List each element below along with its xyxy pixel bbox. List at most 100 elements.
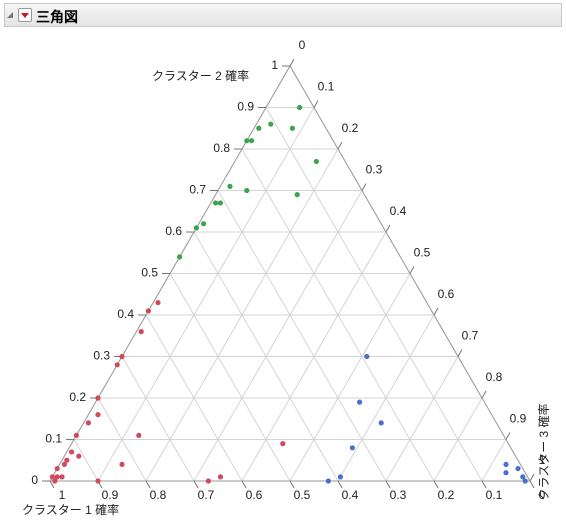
tick-mark <box>313 100 319 108</box>
tick-mark <box>241 480 247 489</box>
data-point <box>49 474 56 480</box>
data-point <box>522 478 528 484</box>
tick-mark <box>289 58 295 67</box>
red-triangle-menu[interactable] <box>18 8 32 22</box>
axis-title: クラスター 1 確率 <box>22 502 119 517</box>
tick-label: 0.3 <box>366 163 383 177</box>
grid-line <box>193 190 363 482</box>
tick-label: 0.5 <box>294 488 311 502</box>
tick-label: 0.9 <box>102 488 119 502</box>
data-point <box>61 461 67 467</box>
data-point <box>244 138 250 144</box>
data-point <box>280 441 286 447</box>
tick-label: 0.1 <box>486 488 503 502</box>
data-point <box>378 420 384 426</box>
data-point <box>289 125 295 131</box>
tick-label: 0.9 <box>510 412 527 426</box>
data-point <box>349 445 355 451</box>
tick-label: 0.1 <box>45 432 62 446</box>
tick-mark <box>409 266 415 274</box>
tick-mark <box>529 473 535 482</box>
grid-line <box>481 439 507 482</box>
axis-title: クラスター 2 確率 <box>152 68 249 83</box>
grid-line <box>289 273 411 482</box>
tick-mark <box>457 349 463 357</box>
grid-line <box>217 190 387 482</box>
tick-mark <box>433 307 439 316</box>
tick-label: 0.4 <box>117 307 134 321</box>
tick-label: 0.6 <box>165 224 182 238</box>
tick-label: 0.2 <box>438 488 455 502</box>
data-point <box>217 474 223 480</box>
tick-label: 0.5 <box>141 266 158 280</box>
tick-mark <box>385 224 391 233</box>
data-point <box>357 399 363 405</box>
data-point <box>155 299 161 306</box>
data-point <box>95 395 101 401</box>
tick-mark <box>361 183 367 191</box>
data-point <box>201 221 207 227</box>
data-point <box>95 412 101 418</box>
data-point <box>54 474 60 480</box>
data-point <box>85 420 91 426</box>
tick-label: 0.2 <box>342 121 359 135</box>
tick-label: 0 <box>299 38 306 52</box>
data-point <box>145 308 151 314</box>
grid-line <box>241 231 387 482</box>
tick-label: 0.1 <box>318 80 335 94</box>
axis-title: クラスター 3 確率 <box>536 403 551 500</box>
data-point <box>54 465 60 472</box>
grid-line <box>73 439 99 482</box>
tick-label: 0.3 <box>390 488 407 502</box>
tick-label: 0.4 <box>390 204 407 218</box>
data-point <box>249 138 255 144</box>
tick-label: 1 <box>539 453 546 467</box>
tick-mark <box>385 480 391 489</box>
chart-title: 三角図 <box>36 9 78 25</box>
tick-label: 0.4 <box>342 488 359 502</box>
data-point <box>364 353 370 360</box>
tick-label: 0.9 <box>237 100 254 114</box>
tick-label: 0.5 <box>414 246 431 260</box>
data-point <box>193 225 199 231</box>
data-point <box>73 432 79 438</box>
data-point <box>227 183 233 189</box>
data-point <box>520 474 526 480</box>
tick-label: 0 <box>539 488 546 502</box>
data-point <box>503 461 509 467</box>
tick-mark <box>481 390 487 399</box>
data-point <box>325 478 331 484</box>
data-point <box>138 329 144 335</box>
data-point <box>337 474 343 480</box>
data-point <box>59 474 65 480</box>
tick-mark <box>337 141 343 150</box>
tick-mark <box>145 480 151 489</box>
data-point <box>76 453 82 459</box>
tick-label: 0.6 <box>246 488 263 502</box>
data-point <box>52 478 58 484</box>
grid-line <box>385 356 459 482</box>
grid-line <box>145 148 339 482</box>
tick-label: 1 <box>271 58 278 72</box>
disclosure-icon[interactable] <box>7 12 13 18</box>
data-point <box>313 158 319 165</box>
tick-mark <box>337 480 343 489</box>
outline-header[interactable]: 三角図 <box>4 3 562 27</box>
data-point <box>256 125 262 131</box>
data-point <box>294 192 300 198</box>
tick-label: 1 <box>59 488 66 502</box>
grid-line <box>433 397 483 482</box>
grid-line <box>169 273 291 482</box>
grid-line <box>337 314 435 482</box>
data-point <box>217 200 223 206</box>
tick-label: 0.8 <box>486 370 503 384</box>
data-point <box>95 478 101 484</box>
tick-label: 0.3 <box>93 349 110 363</box>
data-point <box>69 449 75 455</box>
tick-mark <box>49 480 55 489</box>
data-point <box>136 432 142 438</box>
grid-line <box>121 356 195 482</box>
tick-label: 0.8 <box>150 488 167 502</box>
